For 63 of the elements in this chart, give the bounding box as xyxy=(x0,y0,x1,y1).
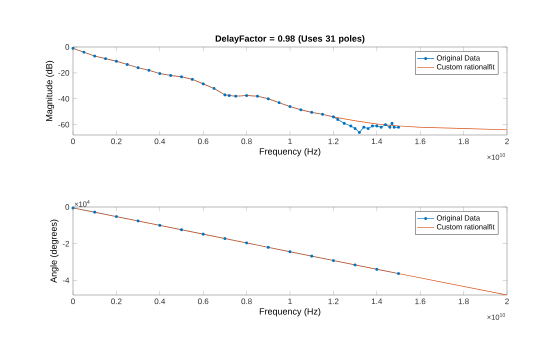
point xyxy=(392,126,396,129)
point xyxy=(180,228,183,232)
point xyxy=(299,108,302,112)
line-series xyxy=(72,208,508,296)
point xyxy=(278,101,281,104)
y-axis-title: Magnitude (dB) xyxy=(46,60,54,121)
point xyxy=(366,127,370,130)
point xyxy=(397,126,400,129)
point xyxy=(126,63,129,66)
point xyxy=(266,246,270,249)
point xyxy=(354,263,357,266)
point xyxy=(202,232,205,236)
point xyxy=(349,124,352,128)
point xyxy=(169,74,172,77)
point xyxy=(266,97,270,100)
point xyxy=(180,75,183,78)
point xyxy=(388,126,392,129)
point xyxy=(228,94,231,97)
point xyxy=(310,110,314,114)
point xyxy=(245,94,248,97)
point xyxy=(190,78,194,81)
point xyxy=(371,124,374,128)
chart-title: DelayFactor = 0.98 (Uses 31 poles) xyxy=(216,35,364,44)
point xyxy=(158,224,162,227)
x-axis-title: Frequency (Hz) xyxy=(260,308,320,316)
point xyxy=(256,94,259,98)
point xyxy=(223,93,226,96)
point xyxy=(234,94,238,98)
point xyxy=(136,219,140,222)
point xyxy=(390,122,394,125)
point xyxy=(380,126,383,129)
point xyxy=(114,60,118,63)
point xyxy=(245,241,248,244)
point xyxy=(375,124,378,128)
point xyxy=(93,210,96,214)
y-axis-title: Angle (degrees) xyxy=(50,220,59,283)
point xyxy=(332,115,335,118)
point xyxy=(202,82,205,86)
point xyxy=(136,66,140,70)
point xyxy=(72,206,74,210)
point xyxy=(397,272,400,275)
point xyxy=(288,250,292,254)
point xyxy=(342,122,346,125)
point xyxy=(384,123,387,126)
point xyxy=(212,86,216,90)
point xyxy=(321,112,324,116)
point xyxy=(332,259,335,262)
point xyxy=(288,105,292,108)
point xyxy=(358,130,361,134)
point xyxy=(223,237,226,240)
point xyxy=(336,118,340,121)
point xyxy=(375,268,378,271)
point xyxy=(148,68,150,72)
point xyxy=(82,50,86,54)
point xyxy=(362,126,366,129)
point xyxy=(104,57,107,60)
point xyxy=(93,54,96,58)
point xyxy=(158,72,162,75)
point xyxy=(114,215,118,218)
point xyxy=(72,46,74,50)
point xyxy=(354,127,357,130)
x-axis-title: Frequency (Hz) xyxy=(260,148,320,156)
point xyxy=(310,254,314,258)
